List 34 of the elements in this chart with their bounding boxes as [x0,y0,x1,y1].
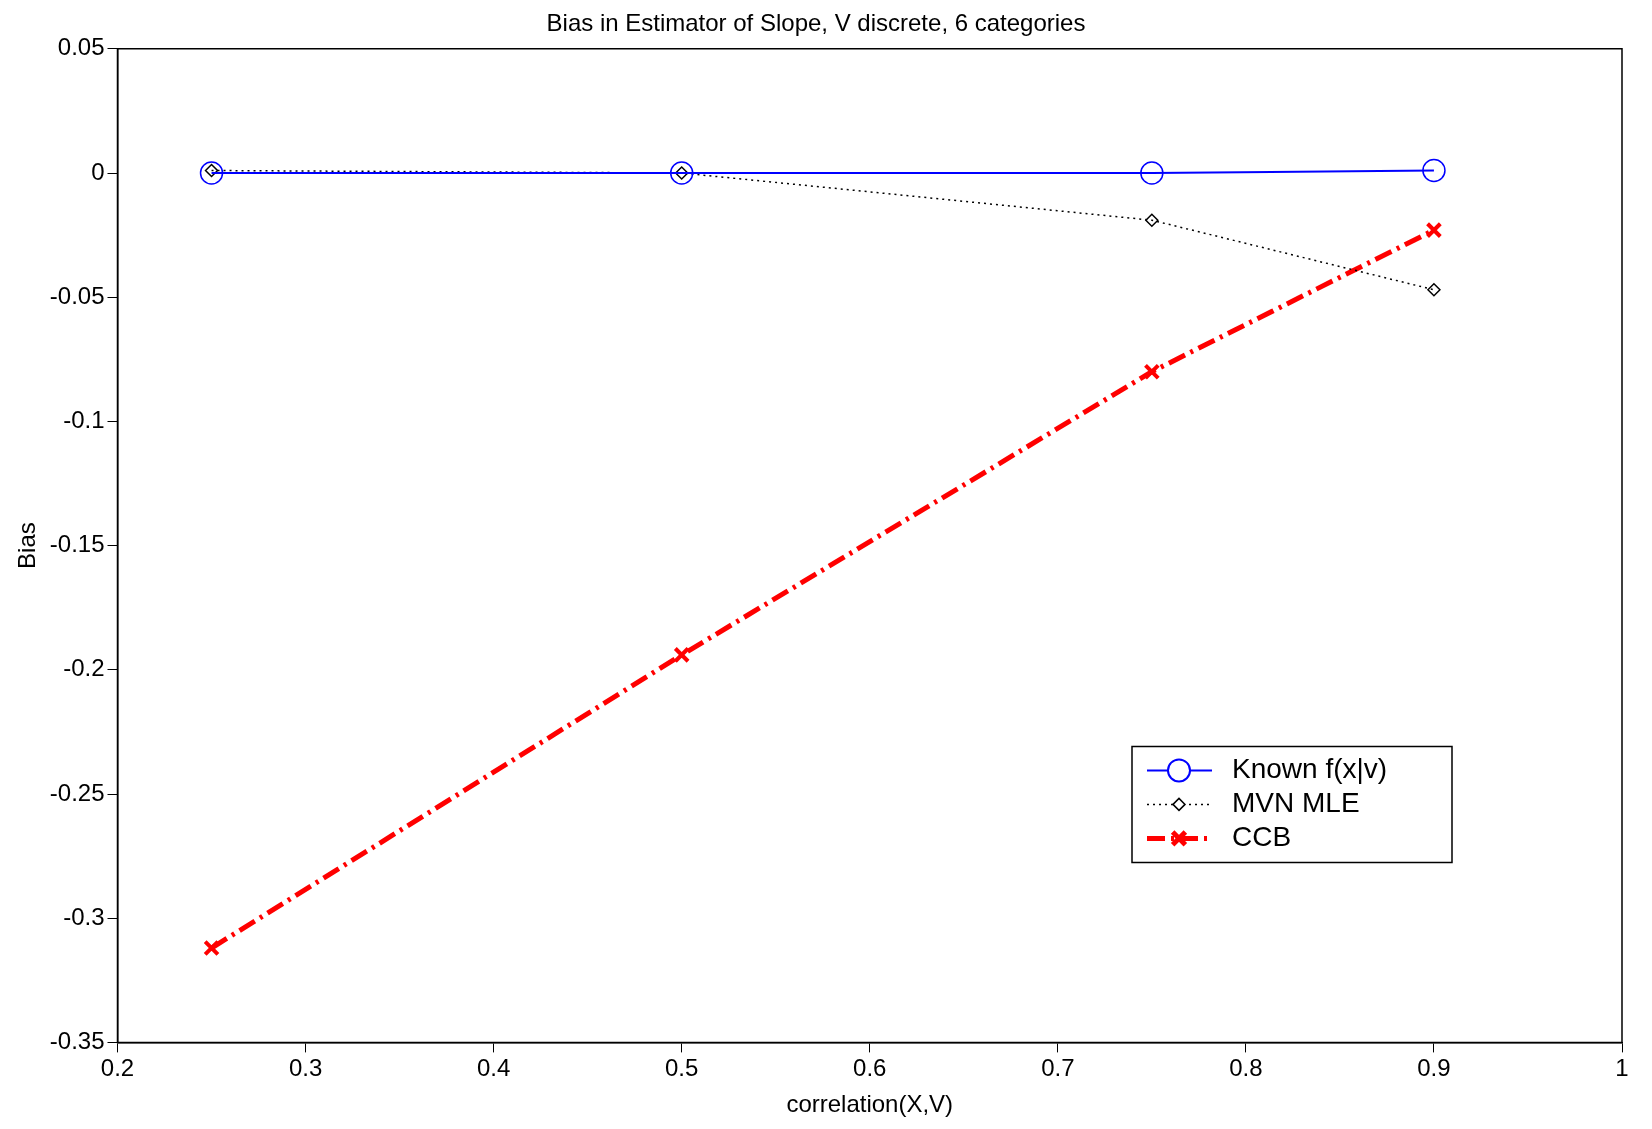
x-tick-label: 0.5 [665,1054,699,1082]
y-tick-label: -0.35 [49,1027,105,1055]
y-tick-label: -0.15 [49,530,105,558]
x-tick-label: 0.9 [1417,1054,1451,1082]
point [199,161,224,185]
point [1143,363,1161,381]
point [673,646,691,664]
chart-title: Bias in Estimator of Slope, V discrete, 6 categories [546,9,1086,37]
point [203,939,220,957]
point [1140,161,1164,185]
x-tick-label: 0.8 [1229,1054,1263,1082]
x-tick-label: 0.2 [100,1054,135,1082]
x-tick-label: 1 [1615,1054,1629,1082]
point [1427,283,1441,297]
legend-label: MVN MLE [1232,787,1360,819]
y-tick-label: 0.05 [57,33,105,61]
y-tick-label: -0.2 [63,654,105,682]
y-tick-label: -0.25 [49,778,105,806]
legend-label: CCB [1232,821,1292,853]
y-tick-label: -0.1 [63,406,105,434]
y-tick-label: 0 [91,157,105,185]
x-axis-title: correlation(X,V) [786,1090,954,1118]
legend-label: Known f(x|v) [1232,753,1388,785]
x-tick-label: 0.7 [1041,1054,1075,1082]
point [1425,221,1443,239]
point [669,161,694,185]
x-tick-label: 0.3 [288,1054,323,1082]
x-tick-label: 0.4 [476,1054,511,1082]
x-tick-label: 0.6 [853,1054,887,1082]
point [1145,213,1159,227]
y-axis-title: Bias [13,522,41,569]
y-tick-label: -0.05 [49,281,105,309]
y-tick-label: -0.3 [63,902,105,930]
point [1422,158,1446,183]
